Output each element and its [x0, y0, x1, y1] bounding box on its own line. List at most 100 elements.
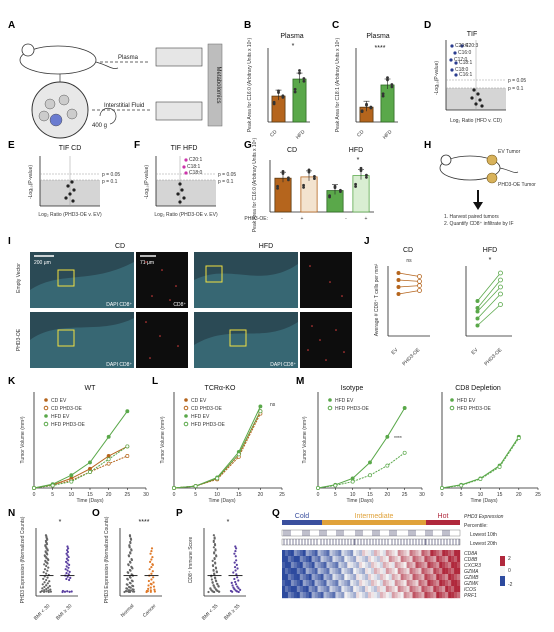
panel-d-point [460, 44, 464, 48]
panel-p-point [213, 573, 216, 576]
panel-p-point [231, 590, 234, 593]
panel-n-point [45, 547, 48, 550]
q-heat-cell [406, 580, 410, 587]
q-heat-cell [368, 586, 372, 593]
q-hot-label: Hot [438, 513, 449, 520]
q-heat-cell [439, 550, 443, 557]
panel-g-point [281, 172, 285, 175]
panel-o-point [150, 558, 153, 561]
q-heat-cell [388, 562, 392, 569]
panel-m-cd8-chart: 0 5 10 15 20 25 [440, 392, 541, 498]
panel-m-iso-xtick-label: 5 [334, 492, 337, 498]
panel-n-x1: BMI < 30 [33, 603, 52, 622]
panel-b-point [293, 90, 297, 94]
panel-m-iso-point [385, 463, 390, 468]
panel-o-point [132, 588, 135, 591]
q-heat-cell [329, 568, 333, 575]
panel-j-title-hfd: HFD [483, 247, 497, 254]
panel-i-cd: CD [115, 243, 125, 250]
q-heat-cell [391, 586, 395, 593]
q-gene-label: GZMB [464, 575, 479, 581]
q-heat-cell [293, 550, 298, 557]
q-heat-cell [335, 592, 339, 599]
panel-m-iso-point [350, 479, 355, 484]
panel-p-point [235, 573, 238, 576]
q-heat-cell [326, 562, 330, 569]
panel-j-hfd-point [475, 306, 480, 310]
q-heat-cell [430, 556, 434, 563]
panel-n-point [65, 577, 68, 581]
panel-k-point [88, 470, 92, 474]
q-heat-cell [326, 574, 330, 581]
panel-n-point [49, 588, 52, 591]
panel-p-ylabel: CD8⁺ Immune Score [188, 537, 194, 584]
panel-k-point [69, 473, 74, 478]
q-heat-cell [409, 574, 413, 581]
q-heat-cell [290, 568, 295, 575]
metabolomics-label: Metabolomics [215, 66, 221, 103]
q-heat-cell [341, 586, 345, 593]
panel-n-point [42, 571, 45, 574]
panel-n-point [45, 587, 48, 591]
panel-p-point [212, 584, 215, 587]
q-heat-cell [302, 574, 306, 581]
q-heat-cell [391, 592, 395, 599]
q-heat-cell [320, 586, 324, 593]
q-heat-cell [412, 556, 416, 563]
panel-p-point [236, 585, 239, 588]
panel-k-xtick-label: 20 [106, 492, 112, 498]
panel-d-xlabel: Log₂ Ratio (HFD v. CD) [450, 118, 502, 124]
q-heat-cell [296, 592, 300, 599]
q-heat-cell [302, 568, 306, 575]
panel-o-point [131, 567, 134, 570]
q-heat-cell [296, 556, 300, 563]
q-heat-cell [356, 580, 360, 587]
panel-k-legend [43, 398, 49, 427]
q-heat-cell [397, 550, 401, 557]
q-heat-cell [344, 586, 348, 593]
legend-marker [183, 421, 189, 427]
panel-i-hfd: HFD [259, 243, 273, 250]
q-heat-cell [373, 562, 378, 569]
q-heat-cell [317, 562, 321, 569]
q-heat-cell [457, 568, 461, 575]
h-step-2: 2. Quantify CD8⁺ infiltrate by IF [444, 221, 514, 227]
q-heat-cell [394, 592, 398, 599]
panel-o-point [129, 538, 133, 541]
panel-m-cd8-point [516, 436, 521, 441]
panel-p-point [236, 576, 239, 579]
q-heat-cell [433, 550, 437, 557]
q-heat-cell [287, 574, 292, 581]
q-heat-cell [379, 562, 384, 569]
q-heat-cell [371, 562, 375, 569]
panel-p-point [232, 586, 235, 589]
q-heat-cell [421, 562, 425, 569]
panel-o-point [151, 570, 154, 573]
q-heat-cell [314, 580, 318, 587]
panel-n-point [67, 566, 70, 569]
q-heat-cell [451, 562, 455, 569]
panel-o-point [129, 561, 132, 564]
panel-l-legend-1: CD PHD3-OE [191, 406, 223, 412]
q-heat-cell [439, 586, 443, 593]
q-heat-cell [373, 550, 378, 557]
q-heat-cell [376, 580, 381, 587]
q-heat-cell [424, 586, 428, 593]
q-heat-cell [329, 586, 333, 593]
q-heat-cell [335, 574, 339, 581]
panel-m-iso-xtick-label: 0 [317, 492, 320, 498]
q-heat-cell [439, 592, 443, 599]
q-heat-cell [350, 574, 354, 581]
q-heat-cell [308, 568, 312, 575]
tif-label: Interstitial Fluid [104, 103, 144, 109]
q-gene-label: GZMK [464, 581, 479, 587]
panel-o-point [150, 583, 153, 586]
panel-g-point [302, 186, 305, 189]
panel-f-point [182, 196, 186, 200]
q-heat-cell [332, 574, 336, 581]
q-heat-cell [359, 562, 363, 569]
panel-p-point [233, 565, 237, 569]
q-heat-cell [388, 592, 392, 599]
legend-marker [327, 405, 333, 411]
panel-p-point [215, 571, 219, 574]
